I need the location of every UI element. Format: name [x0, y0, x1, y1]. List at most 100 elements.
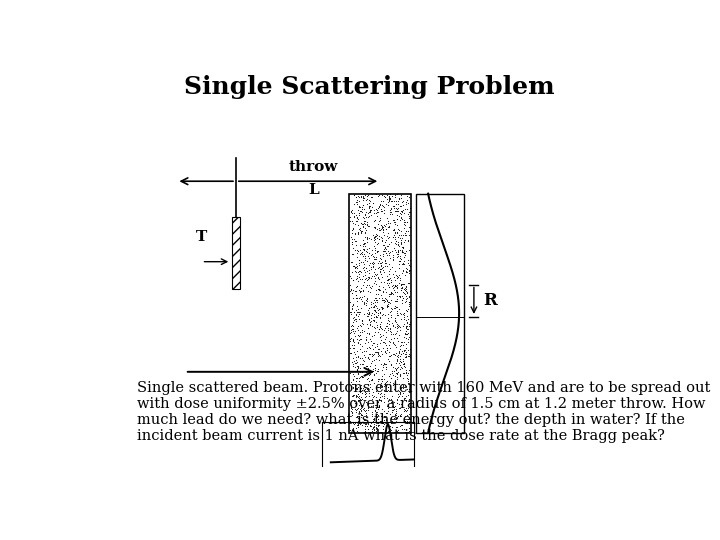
Point — [379, 285, 391, 293]
Point — [351, 384, 363, 393]
Point — [384, 378, 395, 387]
Point — [351, 324, 363, 333]
Point — [385, 278, 397, 286]
Point — [372, 272, 384, 281]
Point — [395, 422, 406, 430]
Point — [383, 395, 395, 404]
Point — [360, 247, 372, 255]
Point — [349, 359, 361, 367]
Point — [387, 226, 398, 234]
Bar — [349, 194, 411, 433]
Point — [405, 208, 416, 217]
Point — [386, 288, 397, 296]
Point — [364, 265, 375, 274]
Point — [366, 193, 378, 202]
Point — [364, 212, 375, 221]
Point — [368, 315, 379, 324]
Point — [401, 198, 413, 206]
Point — [390, 206, 401, 215]
Point — [378, 338, 390, 347]
Point — [366, 408, 378, 416]
Point — [361, 264, 372, 273]
Point — [346, 411, 357, 420]
Point — [357, 264, 369, 272]
Point — [364, 428, 376, 436]
Point — [372, 398, 383, 407]
Point — [403, 207, 415, 216]
Point — [398, 256, 410, 265]
Point — [379, 297, 391, 306]
Point — [349, 287, 361, 295]
Point — [392, 428, 404, 436]
Point — [399, 289, 410, 298]
Point — [360, 392, 372, 401]
Point — [384, 289, 396, 298]
Point — [396, 400, 408, 408]
Point — [347, 380, 359, 388]
Point — [378, 338, 390, 346]
Point — [396, 248, 408, 256]
Point — [350, 267, 361, 276]
Point — [364, 259, 376, 267]
Point — [346, 349, 357, 357]
Point — [359, 386, 370, 394]
Point — [376, 224, 387, 233]
Point — [368, 234, 379, 242]
Point — [355, 248, 366, 257]
Point — [369, 296, 380, 305]
Point — [361, 413, 372, 421]
Point — [374, 321, 385, 330]
Point — [391, 252, 402, 261]
Point — [382, 280, 394, 289]
Point — [364, 197, 376, 206]
Point — [354, 225, 366, 234]
Point — [387, 329, 399, 338]
Point — [403, 384, 415, 393]
Point — [405, 287, 416, 295]
Point — [364, 273, 375, 281]
Point — [400, 334, 412, 343]
Point — [359, 210, 371, 219]
Point — [395, 396, 407, 405]
Point — [365, 337, 377, 346]
Point — [352, 330, 364, 339]
Point — [381, 376, 392, 385]
Point — [347, 383, 359, 391]
Point — [390, 239, 401, 247]
Point — [367, 424, 379, 433]
Point — [351, 374, 362, 383]
Point — [355, 373, 366, 381]
Point — [404, 360, 415, 368]
Point — [382, 234, 394, 242]
Point — [369, 232, 381, 241]
Point — [344, 334, 356, 343]
Point — [356, 407, 367, 415]
Point — [398, 209, 410, 218]
Point — [391, 356, 402, 364]
Point — [377, 343, 389, 352]
Point — [374, 351, 385, 360]
Point — [395, 292, 406, 301]
Point — [374, 201, 386, 210]
Point — [384, 194, 396, 202]
Point — [400, 327, 411, 336]
Point — [389, 202, 400, 211]
Point — [365, 419, 377, 428]
Point — [372, 308, 384, 317]
Point — [400, 369, 412, 377]
Point — [350, 240, 361, 249]
Point — [394, 370, 405, 379]
Point — [349, 362, 361, 371]
Point — [384, 204, 396, 212]
Point — [365, 235, 377, 244]
Point — [372, 304, 383, 313]
Point — [402, 199, 414, 207]
Point — [352, 412, 364, 421]
Point — [377, 363, 389, 372]
Point — [362, 406, 374, 415]
Point — [369, 365, 381, 374]
Point — [363, 425, 374, 434]
Point — [354, 256, 365, 265]
Point — [363, 202, 374, 211]
Point — [392, 225, 403, 233]
